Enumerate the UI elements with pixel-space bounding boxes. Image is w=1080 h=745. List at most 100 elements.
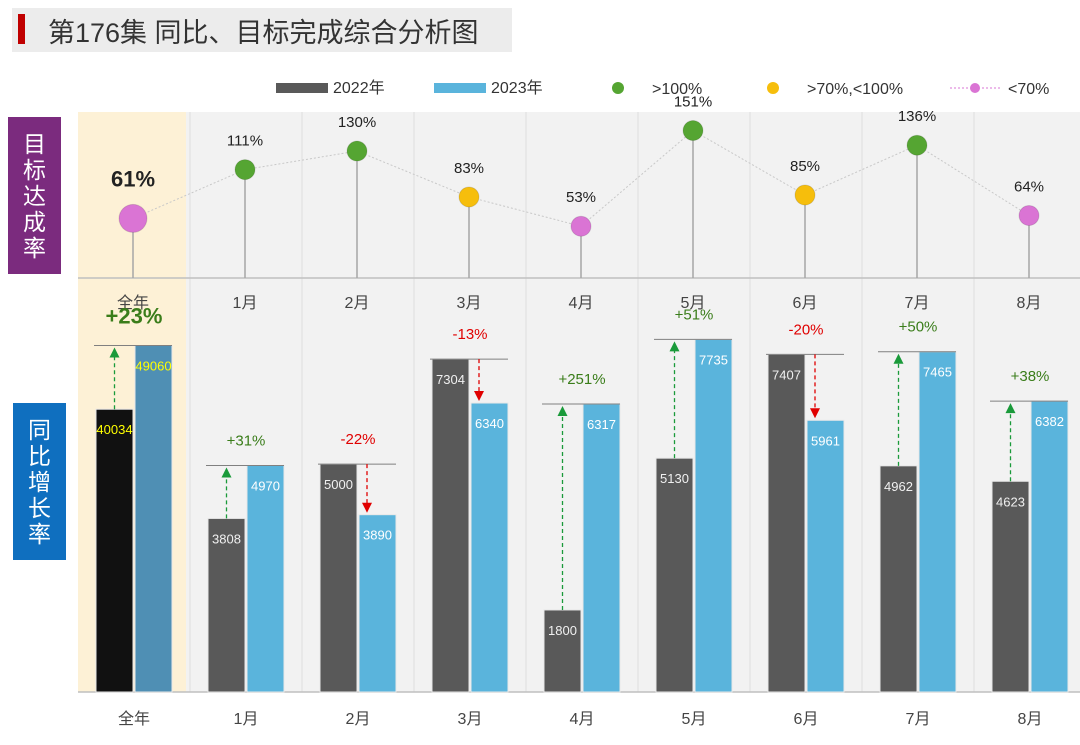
top-axis-tick: 4月 — [569, 295, 594, 312]
growth-label: +31% — [227, 432, 266, 449]
bar-2022 — [207, 517, 246, 693]
achievement-label: 64% — [1014, 179, 1044, 196]
top-axis-tick: 5月 — [681, 295, 706, 312]
growth-label: -13% — [452, 326, 487, 343]
bar-2022 — [319, 463, 358, 693]
legend-dot-yellow — [767, 82, 779, 94]
legend-label-2023: 2023年 — [491, 79, 543, 97]
value-label-2022: 5130 — [660, 471, 689, 486]
target-achievement-chart: 61% 全年 111% 1月 130% 2月 83% 3月 53% 4月 151% 5月 85% 6月 13… — [111, 94, 1044, 312]
bar-2023 — [1030, 400, 1069, 693]
legend-swatch-2023 — [434, 83, 486, 93]
value-label-2023: 7735 — [699, 352, 728, 367]
bar-2023 — [134, 344, 173, 693]
achievement-label: 61% — [111, 166, 155, 191]
bar-2022 — [655, 457, 694, 693]
achievement-point — [682, 120, 704, 142]
bar-2023 — [246, 464, 285, 693]
side-label-growth: 同比增长率 — [13, 403, 66, 560]
achievement-label: 111% — [227, 133, 263, 150]
growth-label: -20% — [788, 321, 823, 338]
achievement-point — [458, 186, 480, 208]
achievement-label: 136% — [898, 108, 936, 125]
side-label-growth-text: 同比增长率 — [28, 416, 51, 547]
legend: 2022年 2023年 >100% >70%,<100% <70% — [276, 79, 1049, 98]
value-label-2023: 6382 — [1035, 414, 1064, 429]
yoy-growth-chart: 40034 49060 +23% 全年 3808 4970 +31% 1月 5000 3890 -2… — [94, 303, 1069, 728]
bar-2023 — [806, 419, 845, 693]
legend-dot-green — [612, 82, 624, 94]
value-label-2023: 3890 — [363, 528, 392, 543]
bottom-axis-tick: 5月 — [682, 711, 707, 728]
legend-label-2022: 2022年 — [333, 79, 385, 97]
achievement-point — [118, 203, 148, 233]
achievement-point — [234, 159, 256, 181]
bottom-axis-tick: 4月 — [570, 711, 595, 728]
achievement-point — [794, 184, 816, 206]
top-axis-tick: 6月 — [793, 295, 818, 312]
achievement-point — [1018, 205, 1040, 227]
growth-label: +23% — [106, 303, 163, 328]
growth-label: +38% — [1011, 368, 1050, 385]
value-label-2022: 5000 — [324, 477, 353, 492]
bottom-axis-tick: 7月 — [906, 711, 931, 728]
legend-label-under70: <70% — [1008, 81, 1049, 98]
top-axis-tick: 7月 — [905, 295, 930, 312]
vertical-gridlines — [189, 112, 975, 692]
growth-arrow-head — [810, 408, 820, 419]
bottom-axis-tick: 3月 — [458, 711, 483, 728]
value-label-2023: 6340 — [475, 416, 504, 431]
achievement-label: 53% — [566, 189, 596, 206]
growth-arrow-head — [669, 341, 680, 352]
side-label-target-text: 目标达成率 — [23, 130, 46, 261]
value-label-2023: 6317 — [587, 417, 616, 432]
top-axis-tick: 8月 — [1017, 295, 1042, 312]
title-box — [12, 8, 512, 52]
achievement-label: 151% — [674, 94, 712, 111]
value-label-2022: 7304 — [436, 372, 465, 387]
value-label-2022: 40034 — [96, 422, 132, 437]
bar-2022 — [543, 609, 582, 693]
bottom-axis-tick: 2月 — [346, 711, 371, 728]
legend-dot-pink — [970, 83, 980, 93]
value-label-2023: 4970 — [251, 478, 280, 493]
title-accent-bar — [18, 14, 25, 44]
achievement-label: 83% — [454, 160, 484, 177]
legend-label-over100: >100% — [652, 81, 702, 98]
growth-label: +251% — [558, 371, 605, 388]
value-label-2022: 1800 — [548, 623, 577, 638]
achievement-point — [346, 140, 368, 162]
value-label-2022: 4623 — [996, 494, 1025, 509]
growth-arrow-head — [109, 347, 120, 358]
bottom-axis-tick: 6月 — [794, 711, 819, 728]
value-label-2022: 3808 — [212, 531, 241, 546]
growth-label: -22% — [340, 431, 375, 448]
legend-swatch-2022 — [276, 83, 328, 93]
page-title: 第176集 同比、目标完成综合分析图 — [48, 18, 479, 48]
side-label-target: 目标达成率 — [8, 117, 61, 274]
growth-label: +50% — [899, 319, 938, 336]
bar-2022 — [991, 480, 1030, 693]
growth-arrow-head — [1005, 403, 1016, 414]
bar-2023 — [694, 338, 733, 693]
growth-arrow-head — [221, 467, 232, 478]
growth-label: +51% — [675, 306, 714, 323]
bar-2022 — [95, 408, 134, 693]
bar-2023 — [582, 403, 621, 693]
top-axis-tick: 全年 — [117, 294, 149, 312]
growth-arrow-head — [362, 502, 372, 513]
bottom-axis-tick: 全年 — [118, 710, 150, 728]
growth-arrow-head — [474, 391, 484, 402]
bar-2022 — [431, 358, 470, 693]
bottom-axis-tick: 8月 — [1018, 711, 1043, 728]
bar-2023 — [918, 351, 957, 693]
top-axis-tick: 1月 — [233, 295, 258, 312]
bar-2022 — [767, 353, 806, 693]
value-label-2023: 7465 — [923, 365, 952, 380]
achievement-point — [906, 134, 928, 156]
growth-arrow-head — [557, 406, 568, 417]
achievement-point — [570, 215, 592, 237]
achievement-label: 130% — [338, 114, 376, 131]
top-axis-tick: 3月 — [457, 295, 482, 312]
